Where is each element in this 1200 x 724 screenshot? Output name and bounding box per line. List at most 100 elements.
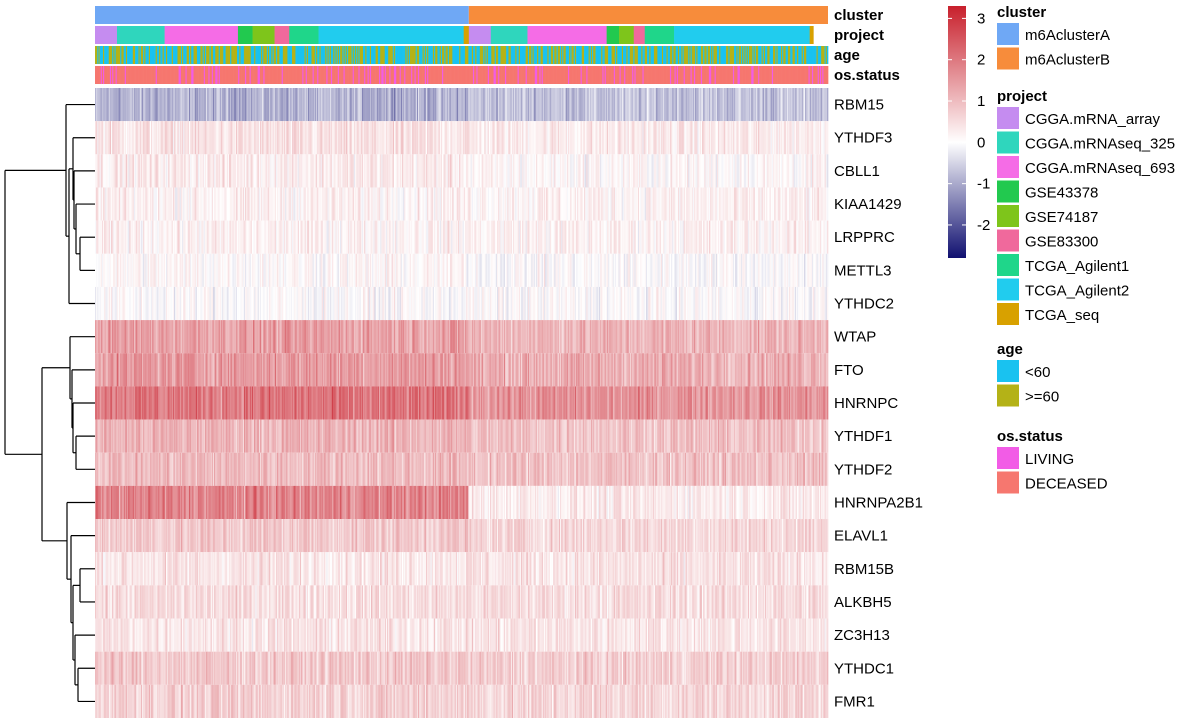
heat-cell-kiaa1429: [400, 187, 403, 221]
heat-cell-rbm15: [245, 88, 247, 122]
heat-cell-lrpprc: [230, 220, 232, 254]
heat-cell-ythdf3: [508, 121, 510, 155]
heat-cell-ythdf3: [230, 121, 232, 155]
heat-cell-rbm15: [365, 88, 367, 122]
heat-cell-kiaa1429: [175, 187, 177, 221]
heat-cell-rbm15: [302, 88, 304, 122]
heat-cell-cbll1: [376, 154, 379, 188]
heat-cell-rbm15: [613, 88, 616, 122]
heat-cell-kiaa1429: [558, 187, 561, 221]
heat-cell-lrpprc: [125, 220, 128, 254]
heat-cell-cbll1: [817, 154, 820, 188]
heat-cell-cbll1: [254, 154, 256, 188]
heat-cell-rbm15: [715, 88, 718, 122]
heat-cell-rbm15: [680, 88, 682, 122]
heat-cell-ythdf3: [499, 121, 501, 155]
heat-cell-cbll1: [269, 154, 271, 188]
heat-cell-lrpprc: [188, 220, 191, 254]
heat-cell-rbm15: [113, 88, 115, 122]
heat-cell-lrpprc: [301, 220, 303, 254]
heat-cell-kiaa1429: [666, 187, 669, 221]
heat-cell-cbll1: [737, 154, 740, 188]
heat-cell-cbll1: [708, 154, 711, 188]
heat-cell-kiaa1429: [727, 187, 729, 221]
heat-cell-cbll1: [569, 154, 571, 188]
heat-cell-lrpprc: [316, 220, 318, 254]
heat-cell-cbll1: [571, 154, 573, 188]
heat-cell-cbll1: [606, 154, 609, 188]
heat-cell-ythdf3: [611, 121, 614, 155]
heat-cell-cbll1: [251, 154, 254, 188]
heat-cell-ythdf3: [601, 121, 603, 155]
heat-cell-rbm15: [637, 88, 640, 122]
heat-cell-ythdf3: [120, 121, 122, 155]
heat-cell-rbm15: [516, 88, 518, 122]
heat-cell-cbll1: [172, 154, 175, 188]
heat-cell-lrpprc: [328, 220, 331, 254]
heat-cell-rbm15: [175, 88, 177, 122]
heat-cell-cbll1: [351, 154, 354, 188]
heat-cell-rbm15: [692, 88, 695, 122]
heat-cell-kiaa1429: [786, 187, 789, 221]
heat-cell-kiaa1429: [453, 187, 455, 221]
heat-cell-cbll1: [688, 154, 690, 188]
heat-cell-kiaa1429: [631, 187, 633, 221]
heat-cell-lrpprc: [251, 220, 254, 254]
heat-cell-cbll1: [672, 154, 674, 188]
heat-cell-kiaa1429: [232, 187, 234, 221]
heat-cell-ythdf3: [503, 121, 506, 155]
heat-cell-cbll1: [381, 154, 383, 188]
heat-cell-cbll1: [554, 154, 556, 188]
heat-cell-ythdf3: [761, 121, 764, 155]
heat-cell-cbll1: [634, 154, 636, 188]
heat-cell-cbll1: [572, 154, 575, 188]
heat-cell-ythdf3: [790, 121, 792, 155]
heat-cell-kiaa1429: [659, 187, 662, 221]
heat-cell-ythdf3: [628, 121, 631, 155]
heat-cell-ythdf3: [825, 121, 828, 155]
heat-cell-lrpprc: [198, 220, 200, 254]
heat-cell-kiaa1429: [445, 187, 447, 221]
heat-cell-ythdf3: [743, 121, 745, 155]
heat-cell-kiaa1429: [467, 187, 469, 221]
heat-cell-kiaa1429: [540, 187, 543, 221]
heat-cell-rbm15: [773, 88, 775, 122]
heat-cell-ythdf3: [655, 121, 657, 155]
heat-cell-kiaa1429: [691, 187, 694, 221]
heat-cell-kiaa1429: [551, 187, 554, 221]
heat-cell-ythdf3: [167, 121, 169, 155]
heat-cell-rbm15: [777, 88, 780, 122]
heat-cell-cbll1: [722, 154, 725, 188]
heat-cell-rbm15: [163, 88, 166, 122]
heat-cell-cbll1: [525, 154, 528, 188]
heat-cell-kiaa1429: [206, 187, 208, 221]
heat-cell-rbm15: [162, 88, 165, 122]
heat-cell-ythdf3: [754, 121, 757, 155]
heat-cell-ythdf3: [822, 121, 824, 155]
heat-cell-ythdf3: [248, 121, 250, 155]
heat-cell-rbm15: [263, 88, 265, 122]
heat-cell-cbll1: [293, 154, 295, 188]
heat-cell-ythdf3: [750, 121, 752, 155]
heat-cell-rbm15: [706, 88, 709, 122]
heat-cell-kiaa1429: [104, 187, 106, 221]
heat-cell-kiaa1429: [640, 187, 642, 221]
heat-cell-cbll1: [657, 154, 659, 188]
heat-cell-ythdf3: [241, 121, 244, 155]
heat-cell-rbm15: [136, 88, 138, 122]
heat-cell-rbm15: [681, 88, 683, 122]
heat-cell-ythdf3: [411, 121, 413, 155]
heat-cell-ythdf3: [498, 121, 500, 155]
heat-cell-lrpprc: [259, 220, 262, 254]
heat-cell-kiaa1429: [250, 187, 253, 221]
heat-cell-kiaa1429: [365, 187, 367, 221]
heat-cell-cbll1: [121, 154, 123, 188]
heat-cell-kiaa1429: [470, 187, 473, 221]
heat-cell-rbm15: [417, 88, 420, 122]
heat-cell-lrpprc: [325, 220, 327, 254]
heat-cell-rbm15: [482, 88, 484, 122]
heat-cell-kiaa1429: [765, 187, 767, 221]
heat-cell-rbm15: [813, 88, 815, 122]
heat-cell-cbll1: [356, 154, 358, 188]
heat-cell-ythdf3: [456, 121, 459, 155]
